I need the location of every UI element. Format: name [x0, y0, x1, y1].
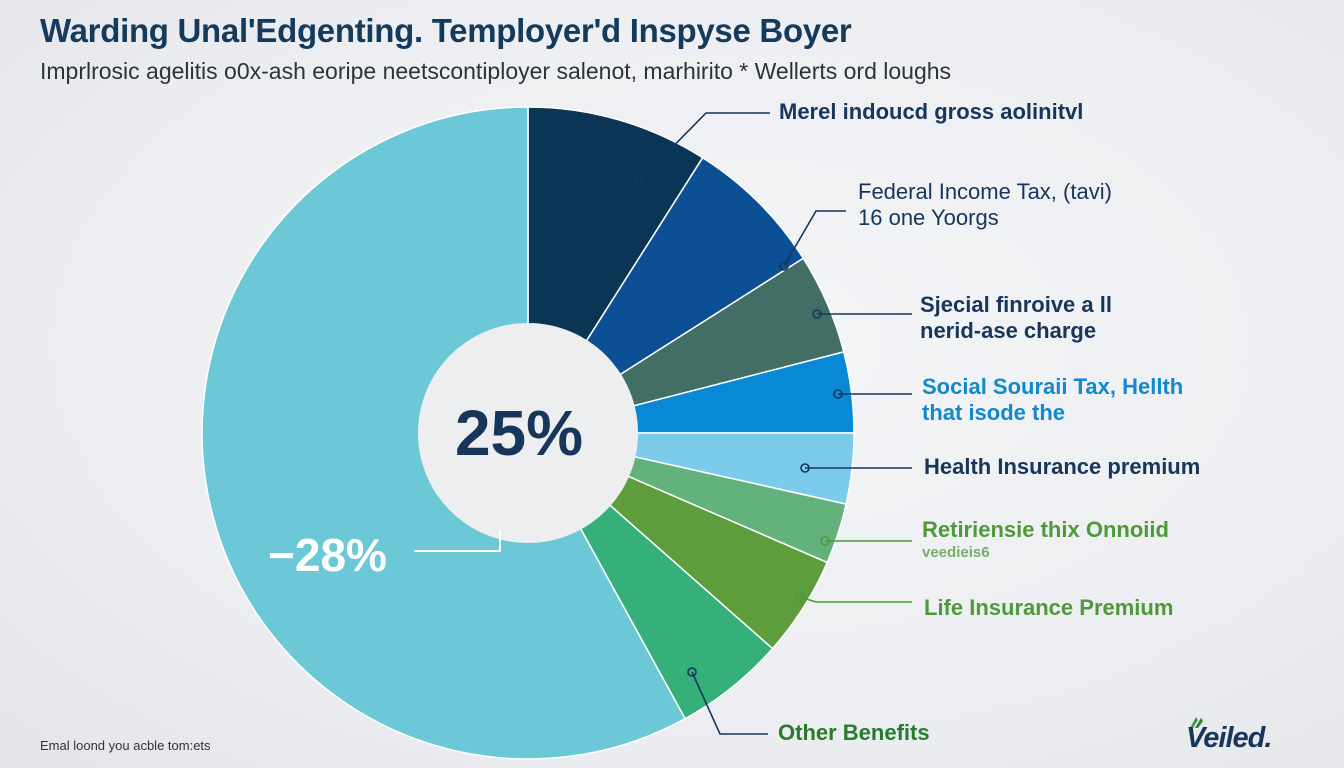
label-s1-line2: 16 one Yoorgs	[858, 205, 999, 230]
leader-line-s7	[691, 671, 768, 735]
label-s0: Merel indoucd gross aolinitvl	[779, 99, 1083, 125]
label-s2: Sjecial finroive a ll nerid-ase charge	[920, 292, 1112, 344]
leader-anchor-s6	[795, 592, 805, 602]
leader-line-s1	[783, 210, 846, 267]
label-s3: Social Souraii Tax, Hellth that isode th…	[922, 374, 1183, 426]
donut-hole	[418, 323, 638, 543]
leader-anchor-s4	[800, 463, 810, 473]
center-value-label: 25%	[455, 397, 583, 469]
label-s6: Life Insurance Premium	[924, 595, 1173, 621]
label-s5-line1: Retiriensie thix Onnoiid	[922, 517, 1169, 542]
chart-subtitle: Imprlrosic agelitis o0x-ash eoripe neets…	[40, 58, 952, 84]
leader-anchor-s3	[833, 389, 843, 399]
leader-anchor-s2	[812, 309, 822, 319]
footnote: Emal loond you acble tom:ets	[40, 738, 211, 753]
label-s5: Retiriensie thix Onnoiid veedieis6	[922, 517, 1169, 563]
label-s7: Other Benefits	[778, 720, 930, 746]
label-s3-line1: Social Souraii Tax, Hellth	[922, 374, 1184, 399]
leader-line-s0	[639, 112, 770, 181]
label-s4: Health Insurance premium	[924, 454, 1200, 480]
leader-anchor-s5	[820, 536, 830, 546]
side-label-leader	[414, 530, 501, 552]
label-s6-line1: Life Insurance Premium	[924, 595, 1174, 620]
label-s0-line1: Merel indoucd gross aolinitvl	[779, 99, 1084, 124]
label-s1-line1: Federal Income Tax, (tavi)	[858, 179, 1112, 204]
label-s3-line2: that isode the	[922, 400, 1066, 425]
leader-line-s6	[799, 596, 912, 603]
leader-anchor-s1	[779, 261, 789, 271]
label-s2-line2: nerid-ase charge	[920, 318, 1097, 343]
label-s5-line2: veedieis6	[922, 544, 990, 561]
label-s2-line1: Sjecial finroive a ll	[920, 292, 1112, 317]
chart-title: Warding Unal'Edgenting. Temployer'd Insp…	[40, 12, 852, 49]
leader-anchor-s7	[687, 667, 697, 677]
brand-logo: Veiled.	[1186, 722, 1272, 754]
leaf-icon	[1190, 717, 1203, 728]
label-s1: Federal Income Tax, (tavi) 16 one Yoorgs	[858, 179, 1112, 231]
label-s4-line1: Health Insurance premium	[924, 454, 1201, 479]
leader-anchor-s0	[635, 175, 645, 185]
side-value-label: −28%	[268, 529, 387, 581]
label-s7-line1: Other Benefits	[778, 720, 930, 745]
